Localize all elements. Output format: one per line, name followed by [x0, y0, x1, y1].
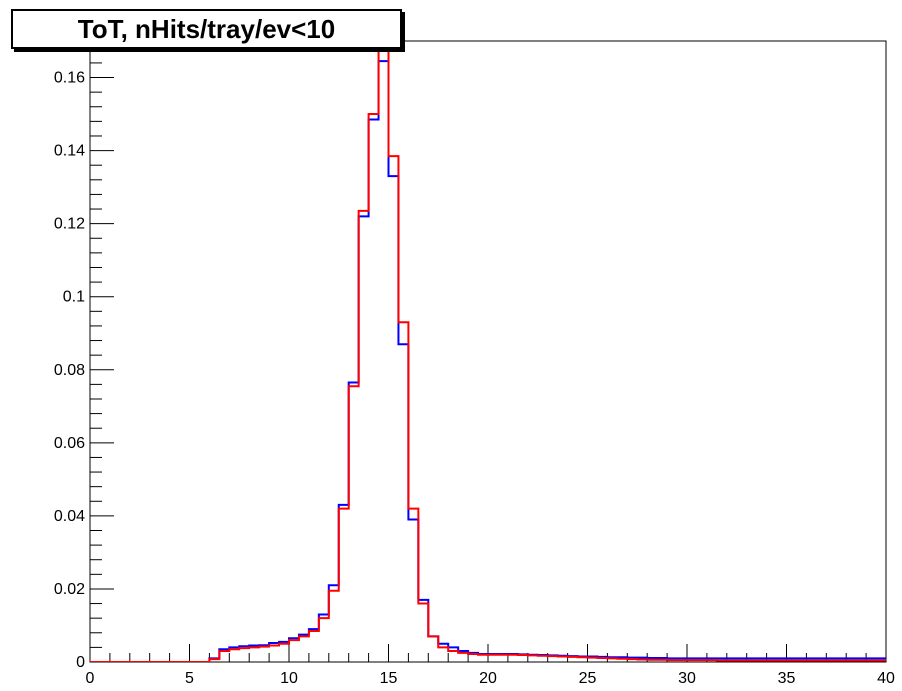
x-tick-label: 15 [380, 670, 398, 687]
y-tick-label: 0.1 [63, 289, 85, 306]
x-tick-label: 25 [579, 670, 597, 687]
y-tick-label: 0.14 [54, 143, 85, 160]
x-tick-label: 0 [86, 670, 95, 687]
x-tick-label: 5 [185, 670, 194, 687]
x-tick-label: 35 [778, 670, 796, 687]
y-tick-label: 0.08 [54, 362, 85, 379]
y-tick-label: 0.02 [54, 581, 85, 598]
y-tick-label: 0.04 [54, 508, 85, 525]
y-tick-label: 0.12 [54, 216, 85, 233]
chart-title: ToT, nHits/tray/ev<10 [11, 9, 402, 49]
y-tick-label: 0 [76, 654, 85, 671]
plot-frame [89, 40, 887, 663]
series-1-line [90, 60, 886, 662]
x-tick-label: 10 [280, 670, 298, 687]
y-tick-label: 0.06 [54, 435, 85, 452]
y-axis: 0 0.02 0.04 0.06 0.08 0.1 0.12 0.14 0.16 [54, 33, 114, 671]
x-tick-label: 30 [678, 670, 696, 687]
x-tick-label: 20 [479, 670, 497, 687]
series-layer [90, 41, 886, 662]
series-2-line [90, 41, 886, 662]
x-axis: 0 5 10 15 20 25 30 35 40 [86, 644, 895, 687]
x-tick-label: 40 [877, 670, 895, 687]
y-tick-label: 0.16 [54, 70, 85, 87]
